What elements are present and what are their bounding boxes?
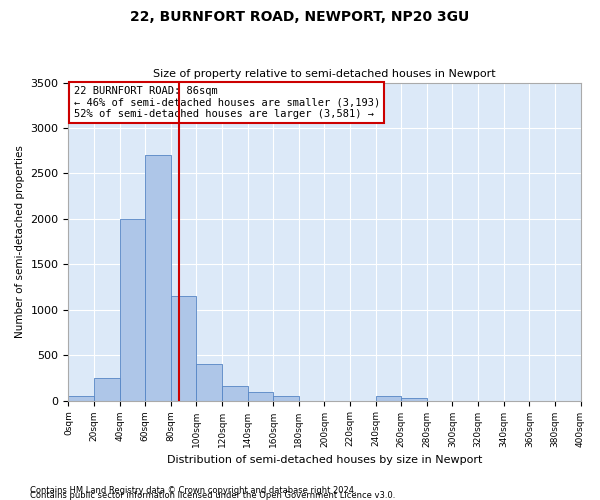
Bar <box>145 155 171 400</box>
Bar <box>196 364 222 401</box>
Text: 22 BURNFORT ROAD: 86sqm
← 46% of semi-detached houses are smaller (3,193)
52% of: 22 BURNFORT ROAD: 86sqm ← 46% of semi-de… <box>74 86 380 119</box>
Text: Contains public sector information licensed under the Open Government Licence v3: Contains public sector information licen… <box>30 491 395 500</box>
Bar <box>68 396 94 400</box>
Bar <box>94 378 119 400</box>
Bar <box>376 396 401 400</box>
Bar <box>401 398 427 400</box>
Title: Size of property relative to semi-detached houses in Newport: Size of property relative to semi-detach… <box>153 69 496 79</box>
Y-axis label: Number of semi-detached properties: Number of semi-detached properties <box>15 145 25 338</box>
Text: Contains HM Land Registry data © Crown copyright and database right 2024.: Contains HM Land Registry data © Crown c… <box>30 486 356 495</box>
Text: 22, BURNFORT ROAD, NEWPORT, NP20 3GU: 22, BURNFORT ROAD, NEWPORT, NP20 3GU <box>130 10 470 24</box>
Bar <box>171 296 196 401</box>
Bar <box>273 396 299 400</box>
X-axis label: Distribution of semi-detached houses by size in Newport: Distribution of semi-detached houses by … <box>167 455 482 465</box>
Bar <box>248 392 273 400</box>
Bar <box>222 386 248 400</box>
Bar <box>119 219 145 400</box>
